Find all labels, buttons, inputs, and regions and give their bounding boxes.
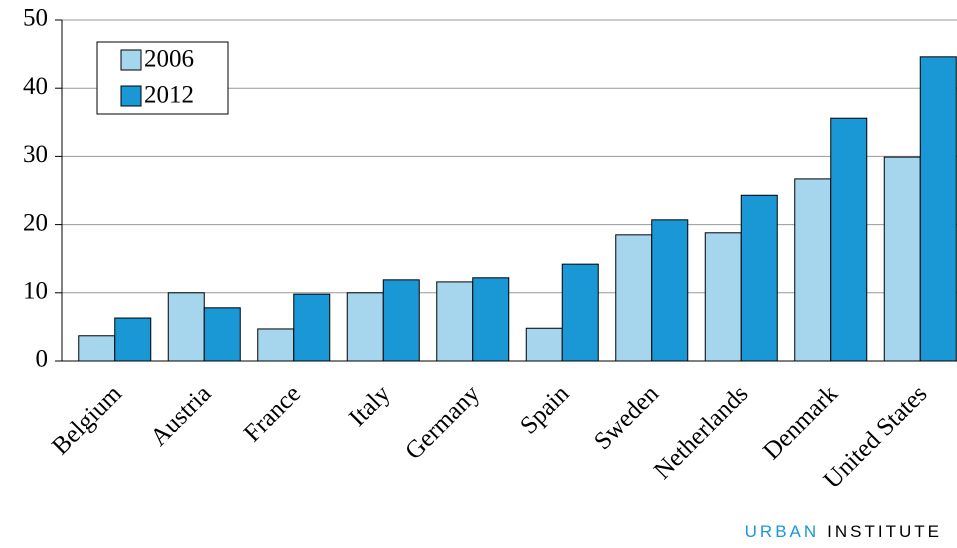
legend-box	[96, 41, 229, 115]
legend-swatch	[120, 85, 142, 107]
brand: URBAN INSTITUTE	[745, 522, 942, 541]
bar	[78, 335, 116, 362]
x-tick-label: Spain	[515, 380, 575, 440]
y-tick-label: 10	[23, 278, 48, 305]
bar	[525, 327, 563, 362]
x-tick-label: France	[239, 380, 306, 447]
bar	[651, 219, 689, 362]
x-tick-label: Italy	[344, 380, 396, 432]
bar	[257, 328, 295, 362]
bar	[615, 234, 653, 362]
x-tick-label: Austria	[145, 380, 216, 451]
legend-label: 2006	[144, 46, 194, 73]
bar	[382, 279, 420, 362]
y-tick-label: 50	[23, 5, 48, 32]
bar	[472, 277, 510, 362]
bar	[561, 263, 599, 362]
y-tick-label: 40	[23, 73, 48, 100]
bar	[704, 232, 742, 362]
bar	[346, 292, 384, 362]
x-tick-label: Sweden	[589, 380, 664, 455]
bar	[919, 56, 957, 362]
x-tick-label: Denmark	[758, 380, 843, 465]
x-tick-label: Netherlands	[649, 380, 754, 485]
legend-swatch	[120, 49, 142, 71]
bar	[740, 194, 778, 362]
y-tick-label: 30	[23, 141, 48, 168]
x-tick-label: Germany	[400, 380, 485, 465]
bar	[167, 292, 205, 362]
brand-institute: INSTITUTE	[827, 522, 942, 541]
bar	[293, 293, 331, 362]
y-tick-label: 20	[23, 209, 48, 236]
bar	[794, 178, 832, 362]
bar	[203, 307, 241, 362]
legend-label: 2012	[144, 82, 194, 109]
x-tick-label: Belgium	[47, 380, 127, 460]
bar	[883, 156, 921, 362]
bar	[114, 317, 152, 362]
bar	[436, 281, 474, 362]
y-tick-label: 0	[36, 346, 49, 373]
brand-urban: URBAN	[745, 522, 820, 541]
bar	[830, 117, 868, 362]
